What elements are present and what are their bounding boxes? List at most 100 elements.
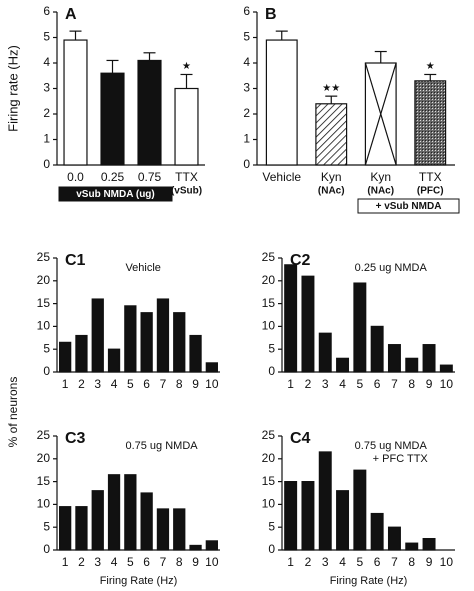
y-tick-label: 15 [37,296,51,310]
x-tick-label: 7 [391,377,398,391]
y-tick-label: 5 [268,341,275,355]
x-tick-label: 8 [176,377,183,391]
significance-label: ★ [182,61,191,72]
bar [75,506,88,551]
bar [265,39,298,166]
bar [336,490,350,551]
y-axis-label: Firing rate (Hz) [5,45,20,132]
bar [173,312,186,373]
x-tick-sublabel: (PFC) [417,186,444,197]
bar [284,264,298,373]
x-tick-label: 6 [143,555,150,569]
bar [205,540,218,551]
panel-label: A [65,6,77,23]
bar [59,341,72,373]
y-tick-label: 25 [262,428,276,442]
chart-title: 0.75 ug NMDA [355,440,428,452]
x-tick-label: 6 [143,377,150,391]
y-tick-label: 1 [43,132,50,146]
bar [189,334,202,373]
y-tick-label: 15 [262,296,276,310]
bar [205,362,218,373]
bar [137,59,162,166]
bar [301,481,315,551]
bar [370,325,384,373]
bar [353,469,367,551]
bar [107,348,121,373]
bar [91,298,104,373]
x-tick-label: 9 [426,555,433,569]
x-tick-label: 2 [305,377,312,391]
y-tick-label: 25 [37,250,51,264]
bar [140,492,153,551]
x-tick-label: 10 [205,377,219,391]
x-tick-label: 8 [176,555,183,569]
bar [336,357,350,373]
x-tick-label: 9 [426,377,433,391]
x-tick-sublabel: (NAc) [367,186,394,197]
y-tick-label: 25 [37,428,51,442]
x-tick-label: 8 [408,555,415,569]
bar [387,526,401,551]
bar [59,506,72,551]
bar [174,87,199,166]
bar [422,344,436,373]
y-tick-label: 0 [43,157,50,171]
group-box [357,198,460,214]
y-tick-label: 4 [43,55,50,69]
bar [63,39,88,166]
x-tick-label: 1 [62,555,69,569]
x-tick-label: 10 [440,555,454,569]
x-tick-label: 6 [374,555,381,569]
bar [439,364,453,373]
chart-title: Vehicle [125,262,160,274]
bar [353,282,367,373]
chart-subtitle: + PFC TTX [373,453,429,465]
y-tick-label: 10 [37,497,51,511]
y-tick-label: 3 [243,81,250,95]
chart-title: 0.25 ug NMDA [355,262,428,274]
x-tick-label: 2 [78,377,85,391]
x-axis-label: Firing Rate (Hz) [100,575,178,587]
y-tick-label: 3 [43,81,50,95]
x-tick-label: 8 [408,377,415,391]
x-tick-label: 2 [305,555,312,569]
x-tick-label: 9 [192,377,199,391]
bar [370,512,384,551]
x-tick-label: 5 [127,555,134,569]
x-tick-label: 1 [287,555,294,569]
x-tick-label: 4 [111,555,118,569]
y-tick-label: 0 [43,542,50,556]
x-tick-label: 3 [322,377,329,391]
bar [301,275,315,373]
x-tick-label: TTX [175,170,198,184]
bar [318,332,332,373]
x-tick-label: 0.25 [101,170,125,184]
bar [140,312,153,373]
significance-label: ★★ [322,83,340,94]
y-tick-label: 20 [262,273,276,287]
bar [189,544,202,551]
bar [107,474,121,551]
x-tick-label: 5 [127,377,134,391]
panel-label: C3 [65,430,86,447]
y-tick-label: 15 [262,474,276,488]
bar [75,334,88,373]
x-tick-label: 5 [357,555,364,569]
panel-label: C4 [290,430,311,447]
bar [318,451,332,551]
y-tick-label: 6 [243,4,250,18]
x-tick-label: 1 [287,377,294,391]
y-tick-label: 2 [43,106,50,120]
y-tick-label: 0 [243,157,250,171]
y-tick-label: 10 [262,497,276,511]
bar [414,80,447,166]
y-tick-label: 5 [243,30,250,44]
group-box [58,186,173,202]
x-tick-sublabel: (NAc) [318,186,345,197]
y-tick-label: 10 [37,319,51,333]
group-label: vSub NMDA (ug) [76,189,155,200]
bar [173,508,186,551]
bar [124,305,137,373]
y-tick-label: 20 [37,451,51,465]
